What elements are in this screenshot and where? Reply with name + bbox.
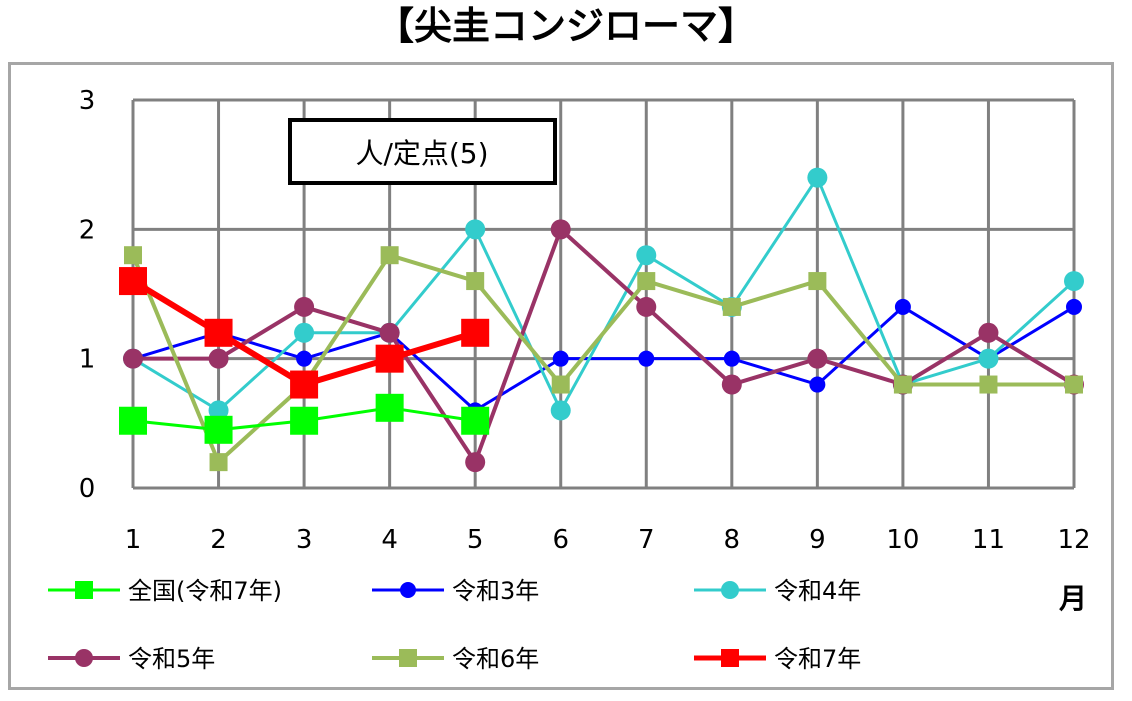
data-point bbox=[807, 348, 828, 369]
data-point bbox=[465, 452, 486, 473]
data-point bbox=[807, 167, 828, 188]
y-tick-label: 0 bbox=[79, 474, 96, 504]
legend-marker bbox=[721, 581, 739, 599]
data-point bbox=[119, 406, 147, 435]
annotation-box bbox=[288, 118, 557, 185]
data-point bbox=[808, 272, 827, 291]
y-tick-label: 2 bbox=[79, 215, 96, 245]
data-point bbox=[1066, 298, 1082, 315]
x-tick-label: 9 bbox=[809, 525, 826, 555]
data-point bbox=[208, 400, 229, 421]
data-point bbox=[290, 406, 319, 435]
x-axis-label: 月 bbox=[1058, 582, 1087, 615]
data-point bbox=[461, 318, 490, 347]
series-5 bbox=[124, 246, 1083, 472]
data-point bbox=[204, 415, 233, 444]
data-point bbox=[809, 376, 826, 393]
legend-item: 令和7年 bbox=[694, 645, 861, 673]
data-point bbox=[294, 322, 315, 343]
legend-marker bbox=[399, 649, 417, 667]
data-point bbox=[1065, 375, 1083, 394]
data-point bbox=[723, 350, 740, 367]
x-tick-label: 8 bbox=[724, 525, 741, 555]
data-point bbox=[551, 375, 570, 394]
data-point bbox=[979, 375, 998, 394]
x-tick-label: 10 bbox=[886, 525, 919, 555]
x-tick-label: 1 bbox=[125, 525, 142, 555]
legend-label: 全国(令和7年) bbox=[128, 577, 282, 605]
legend-item: 令和4年 bbox=[694, 577, 861, 605]
annotation-text: 人/定点(5) bbox=[355, 137, 488, 170]
x-tick-label: 12 bbox=[1057, 525, 1090, 555]
y-tick-label: 3 bbox=[79, 86, 96, 116]
legend-label: 令和7年 bbox=[774, 645, 861, 673]
data-point bbox=[124, 246, 142, 265]
data-point bbox=[296, 350, 313, 367]
x-tick-label: 5 bbox=[467, 525, 484, 555]
data-point bbox=[375, 344, 404, 373]
data-point bbox=[893, 375, 912, 394]
data-point bbox=[123, 348, 143, 369]
legend-label: 令和4年 bbox=[774, 577, 861, 605]
legend-marker bbox=[75, 581, 93, 599]
data-point bbox=[208, 348, 229, 369]
series-1 bbox=[119, 393, 490, 444]
data-point bbox=[119, 267, 147, 296]
series-line bbox=[133, 227, 1076, 465]
series-4 bbox=[123, 219, 1084, 473]
data-point bbox=[466, 272, 485, 291]
x-tick-label: 7 bbox=[638, 525, 655, 555]
legend-marker bbox=[75, 649, 93, 667]
data-point bbox=[894, 298, 911, 315]
data-point bbox=[379, 322, 400, 343]
legend-marker bbox=[721, 649, 739, 667]
data-point bbox=[380, 246, 399, 265]
y-tick-label: 1 bbox=[79, 345, 96, 375]
series-line bbox=[132, 176, 1076, 412]
data-point bbox=[209, 453, 228, 472]
legend-label: 令和3年 bbox=[452, 577, 539, 605]
x-tick-label: 2 bbox=[210, 525, 227, 555]
x-tick-label: 11 bbox=[972, 525, 1005, 555]
data-point bbox=[978, 322, 999, 343]
data-point bbox=[1064, 271, 1084, 292]
data-point bbox=[550, 400, 571, 421]
data-point bbox=[636, 245, 657, 266]
data-point bbox=[204, 318, 233, 347]
chart-title: 【尖圭コンジローマ】 bbox=[375, 4, 756, 48]
series-line bbox=[131, 253, 1074, 465]
series-6 bbox=[119, 267, 490, 399]
legend-item: 令和5年 bbox=[48, 645, 215, 673]
data-point bbox=[978, 348, 999, 369]
x-tick-label: 4 bbox=[381, 525, 398, 555]
data-point bbox=[465, 219, 486, 240]
data-point bbox=[722, 297, 741, 316]
legend-item: 令和3年 bbox=[372, 577, 539, 605]
data-point bbox=[461, 406, 490, 435]
data-point bbox=[637, 272, 656, 291]
data-point bbox=[550, 219, 571, 240]
data-point bbox=[721, 374, 742, 395]
data-point bbox=[294, 296, 315, 317]
data-point bbox=[552, 350, 569, 367]
data-point bbox=[638, 350, 655, 367]
series-line bbox=[132, 305, 1075, 412]
legend-label: 令和5年 bbox=[128, 645, 215, 673]
data-point bbox=[375, 393, 404, 422]
legend-item: 令和6年 bbox=[372, 645, 539, 673]
data-point bbox=[290, 370, 319, 399]
legend-item: 全国(令和7年) bbox=[48, 577, 282, 605]
series-3 bbox=[123, 167, 1084, 421]
grid bbox=[131, 98, 1076, 490]
legend-marker bbox=[400, 582, 416, 598]
data-point bbox=[636, 296, 657, 317]
x-tick-label: 3 bbox=[296, 525, 313, 555]
chart-frame bbox=[8, 62, 1114, 690]
x-tick-label: 6 bbox=[552, 525, 569, 555]
legend-label: 令和6年 bbox=[452, 645, 539, 673]
